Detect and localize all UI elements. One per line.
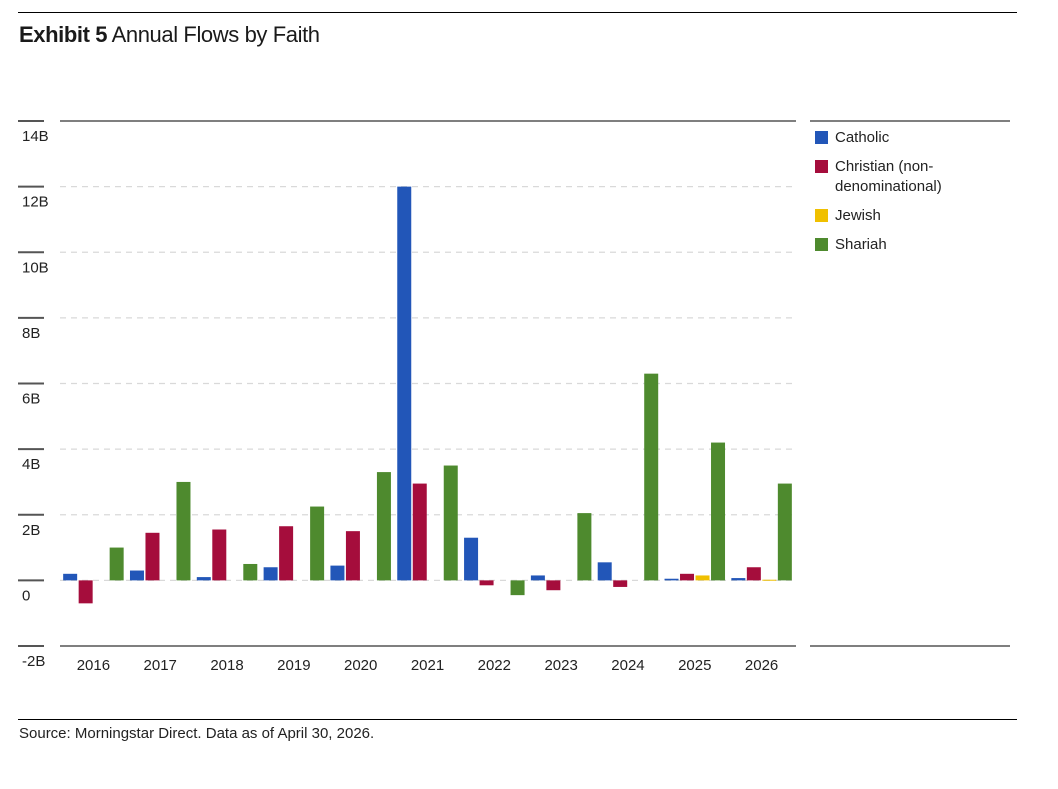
bar-catholic-2025 [664,578,679,581]
bar-christian-2021 [412,483,427,581]
y-tick-label: 14B [22,128,49,145]
x-tick-label: 2024 [611,657,644,674]
bar-christian-2022 [479,580,494,586]
bar-shariah-2020 [376,472,391,581]
legend-swatch [815,131,828,144]
bar-christian-2026 [746,567,761,581]
bar-catholic-2021 [397,186,412,581]
x-tick-label: 2020 [344,657,377,674]
legend-swatch [815,238,828,251]
y-tick-label: 4B [22,456,40,473]
x-tick-label: 2023 [544,657,577,674]
x-tick-label: 2022 [478,657,511,674]
bar-christian-2024 [613,580,628,587]
exhibit-title: Annual Flows by Faith [111,22,320,47]
y-tick-label: 10B [22,259,49,276]
bar-shariah-2018 [243,563,258,581]
top-rule [18,12,1017,13]
bar-shariah-2025 [711,442,726,581]
chart-title: Exhibit 5 Annual Flows by Faith [19,22,320,48]
source-note: Source: Morningstar Direct. Data as of A… [19,725,375,742]
legend-item: Catholic [815,128,1015,148]
x-tick-label: 2026 [745,657,778,674]
bar-shariah-2017 [176,481,191,581]
bar-shariah-2024 [644,373,659,581]
bar-catholic-2022 [464,537,479,581]
bar-christian-2019 [279,526,294,581]
y-tick-label: 2B [22,522,40,539]
legend-swatch [815,209,828,222]
legend-item: Shariah [815,235,1015,255]
bar-shariah-2019 [310,506,325,581]
y-tick-label: 8B [22,325,40,342]
frame-gap [796,118,810,124]
bar-shariah-2023 [577,513,592,581]
chart-plot: 14B 12B 10B 8B 6B 4B 2B 0 -2B 2016 2017 2018 2019 202… [18,118,1010,674]
y-tick-label: -2B [22,653,45,670]
y-tick-label: 0 [22,587,30,604]
bar-shariah-2016 [109,547,124,581]
bar-catholic-2017 [129,570,144,581]
legend-swatch [815,160,828,173]
bar-catholic-2026 [731,578,746,581]
bar-jewish-2025 [695,575,710,581]
bar-catholic-2020 [330,565,345,581]
bar-christian-2017 [145,532,160,581]
bar-christian-2020 [345,531,360,581]
legend-label: Catholic [835,129,890,146]
y-tick-label: 12B [22,194,49,211]
bar-catholic-2019 [263,567,278,581]
bar-christian-2025 [680,573,695,581]
x-tick-label: 2021 [411,657,444,674]
bar-catholic-2023 [530,575,545,581]
x-tick-label: 2018 [210,657,243,674]
bottom-rule [18,719,1017,720]
x-tick-label: 2016 [77,657,110,674]
bar-shariah-2021 [443,465,458,581]
legend-label: Shariah [835,236,887,253]
frame-gap [796,643,810,649]
bar-catholic-2018 [196,577,211,581]
bar-christian-2018 [212,529,227,581]
x-tick-label: 2019 [277,657,310,674]
legend-label: Christian (non-denominational) [835,158,942,195]
x-tick-label: 2017 [144,657,177,674]
bar-jewish-2026 [762,579,777,581]
bar-shariah-2026 [777,483,792,581]
bar-catholic-2024 [597,562,612,581]
bar-catholic-2016 [63,573,78,581]
legend-item: Christian (non-denominational) [815,157,1015,197]
bar-christian-2023 [546,580,561,591]
legend-label: Jewish [835,207,881,224]
bar-christian-2016 [78,580,93,604]
chart-legend: Catholic Christian (non-denominational) Je… [815,128,1015,264]
exhibit-label: Exhibit 5 [19,22,108,47]
y-tick-label: 6B [22,391,40,408]
legend-item: Jewish [815,206,1015,226]
x-tick-label: 2025 [678,657,711,674]
bar-shariah-2022 [510,580,525,596]
